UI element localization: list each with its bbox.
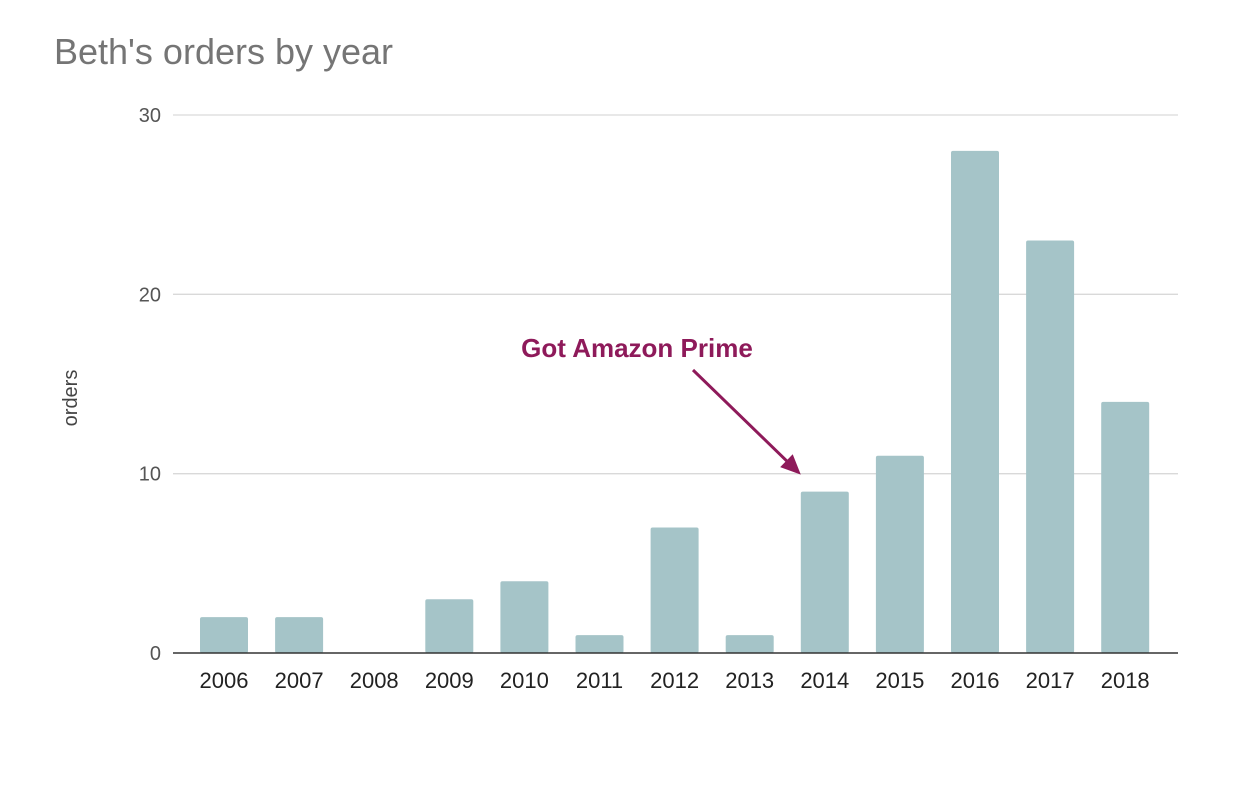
bar-2009 bbox=[425, 599, 474, 653]
bar-2007 bbox=[275, 617, 324, 653]
gridlines bbox=[173, 114, 1178, 475]
x-tick-label: 2017 bbox=[1026, 668, 1075, 693]
x-tick-label: 2006 bbox=[200, 668, 249, 693]
x-tick-label: 2012 bbox=[650, 668, 699, 693]
y-axis-ticks: 0 10 20 30 bbox=[139, 105, 161, 665]
chart-title: Beth's orders by year bbox=[54, 31, 393, 72]
bar-2018 bbox=[1101, 401, 1150, 653]
y-tick-label: 20 bbox=[139, 284, 161, 306]
y-tick-label: 30 bbox=[139, 105, 161, 127]
x-tick-label: 2007 bbox=[275, 668, 324, 693]
annotation-arrowhead bbox=[780, 454, 801, 475]
bar-2014 bbox=[800, 491, 849, 653]
annotation-arrow bbox=[691, 368, 789, 464]
x-tick-label: 2008 bbox=[350, 668, 399, 693]
x-tick-label: 2015 bbox=[875, 668, 924, 693]
bar-2017 bbox=[1026, 240, 1075, 654]
annotation-text: Got Amazon Prime bbox=[521, 333, 753, 363]
x-tick-label: 2016 bbox=[951, 668, 1000, 693]
x-tick-label: 2011 bbox=[576, 668, 623, 693]
bar-2011 bbox=[575, 635, 624, 653]
bar-2015 bbox=[875, 455, 924, 653]
bar-2006 bbox=[200, 617, 248, 653]
annotation: Got Amazon Prime bbox=[521, 333, 801, 475]
y-tick-label: 0 bbox=[150, 643, 161, 665]
x-tick-label: 2013 bbox=[725, 668, 774, 693]
bars bbox=[200, 150, 1150, 654]
bar-2016 bbox=[951, 150, 999, 653]
x-tick-label: 2018 bbox=[1101, 668, 1150, 693]
x-axis-ticks: 2006 2007 2008 2009 2010 2011 2012 2013 2014 2015… bbox=[200, 668, 1150, 693]
y-tick-label: 10 bbox=[139, 464, 161, 486]
x-tick-label: 2010 bbox=[500, 668, 549, 693]
y-axis-label: orders bbox=[60, 370, 82, 427]
x-tick-label: 2009 bbox=[425, 668, 474, 693]
bar-2010 bbox=[500, 581, 549, 653]
bar-2013 bbox=[725, 635, 774, 653]
bar-2012 bbox=[650, 527, 699, 653]
x-tick-label: 2014 bbox=[800, 668, 849, 693]
